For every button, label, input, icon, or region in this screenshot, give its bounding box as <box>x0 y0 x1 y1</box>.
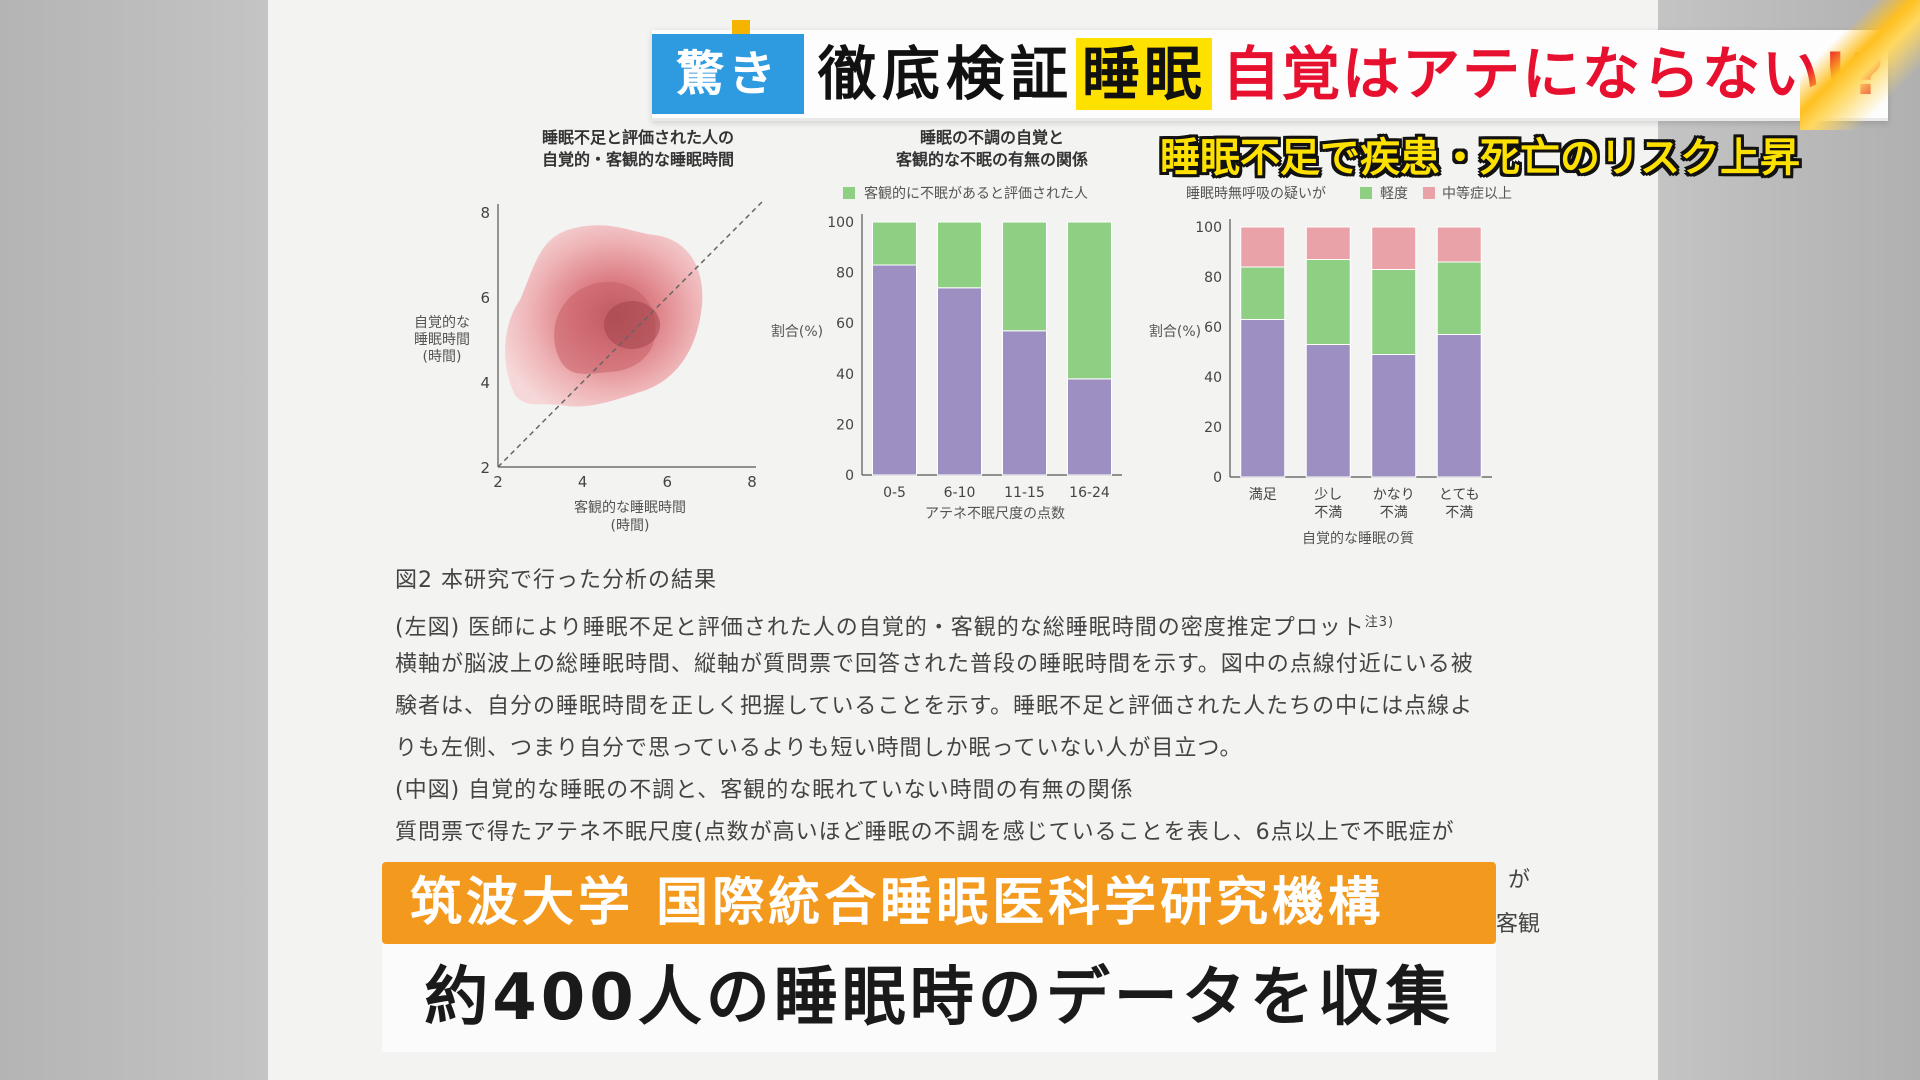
category-label: 満足 <box>1249 487 1277 503</box>
legend-label: 中等症以上 <box>1442 185 1512 202</box>
y-tick-label: 60 <box>1204 320 1222 336</box>
x-tick-label: 6 <box>663 473 673 491</box>
legend-swatch <box>1423 187 1435 199</box>
category-label: とても <box>1439 487 1480 503</box>
bar-segment <box>937 287 982 476</box>
category-label: 不満 <box>1380 505 1408 521</box>
body-fragment: 客観 <box>1496 912 1541 937</box>
y-axis-label: (時間) <box>423 349 462 365</box>
chart-title: 自覚的・客観的な睡眠時間 <box>542 150 734 169</box>
subheadline: 睡眠不足で疾患・死亡のリスク上昇 <box>1160 135 1800 181</box>
body-line: (左図) 医師により睡眠不足と評価された人の自覚的・客観的な総睡眠時間の密度推定… <box>395 602 1545 644</box>
y-tick-label: 60 <box>836 316 854 332</box>
legend-label: 客観的に不眠があると評価された人 <box>864 185 1088 202</box>
x-axis-label: 客観的な睡眠時間 <box>574 499 686 516</box>
bar-segment <box>1240 226 1286 268</box>
legend-swatch <box>1360 187 1372 199</box>
x-axis-label: (時間) <box>611 518 650 534</box>
bar-segment <box>1240 319 1286 478</box>
bar-segment <box>1067 378 1112 476</box>
bar-segment <box>1305 344 1351 478</box>
bar-segment <box>872 221 917 266</box>
density-plot: 睡眠不足と評価された人の自覚的・客観的な睡眠時間 2 4 6 8 2 4 6 8 客観的な睡眠時間… <box>414 128 766 534</box>
institution-caption: 筑波大学 国際統合睡眠医科学研究機構 <box>382 862 1496 944</box>
footnote-mark: 注3) <box>1364 615 1395 630</box>
title-banner <box>652 30 1888 121</box>
background-right <box>1658 0 1920 1080</box>
y-tick-label: 2 <box>480 459 490 477</box>
x-axis-label: アテネ不眠尺度の点数 <box>925 506 1065 522</box>
y-tick-label: 40 <box>836 367 854 383</box>
surprise-badge: 驚き <box>652 34 804 114</box>
category-label: 11-15 <box>1004 485 1045 501</box>
body-fragment: が <box>1508 868 1531 893</box>
y-axis-label: 自覚的な <box>414 315 470 331</box>
legend-swatch <box>843 187 855 199</box>
x-tick-label: 2 <box>493 473 503 491</box>
y-tick-label: 0 <box>845 468 854 484</box>
bar-segment <box>1002 330 1047 476</box>
bar-segment <box>1371 226 1417 270</box>
x-axis-label: 自覚的な睡眠の質 <box>1302 531 1414 547</box>
y-tick-label: 100 <box>1195 220 1222 236</box>
y-axis-label: 睡眠時間 <box>414 332 470 348</box>
decorative-burst <box>1800 0 1920 130</box>
figure-2-panels: 睡眠不足と評価された人の自覚的・客観的な睡眠時間 2 4 6 8 2 4 6 8 客観的な睡眠時間… <box>414 128 1512 547</box>
bar-segment <box>1436 334 1482 478</box>
body-line: (中図) 自覚的な睡眠の不調と、客観的な眠れていない時間の有無の関係 <box>395 778 1134 803</box>
body-line: 質問票で得たアテネ不眠尺度(点数が高いほど睡眠の不調を感じていることを表し、6点… <box>395 820 1455 845</box>
body-line: 横軸が脳波上の総睡眠時間、縦軸が質問票で回答された普段の睡眠時間を示す。図中の点… <box>395 652 1474 677</box>
y-tick-label: 40 <box>1204 370 1222 386</box>
category-label: かなり <box>1373 487 1415 503</box>
y-tick-label: 0 <box>1213 470 1222 486</box>
document-body: 図2 本研究で行った分析の結果 (左図) 医師により睡眠不足と評価された人の自覚… <box>395 560 1545 854</box>
bar-segment <box>1436 226 1482 263</box>
bar-segment <box>1371 269 1417 355</box>
legend-label: 軽度 <box>1380 186 1408 202</box>
category-label: 不満 <box>1314 505 1342 521</box>
bar-segment <box>1305 226 1351 260</box>
category-label: 不満 <box>1445 505 1473 521</box>
bar-segment <box>1305 259 1351 345</box>
body-line: 験者は、自分の睡眠時間を正しく把握していることを示す。睡眠不足と評価された人たち… <box>395 694 1474 719</box>
data-caption: 約400人の睡眠時のデータを収集 <box>382 944 1496 1052</box>
y-tick-label: 8 <box>480 204 490 222</box>
y-tick-label: 4 <box>480 374 490 392</box>
title-red: 自覚はアテにならない!? <box>1222 40 1887 108</box>
x-tick-label: 4 <box>578 473 588 491</box>
bar-segment <box>1067 221 1112 380</box>
category-label: 0-5 <box>883 485 906 501</box>
title-highlight: 睡眠 <box>1076 38 1213 110</box>
legend-prefix: 睡眠時無呼吸の疑いが <box>1186 186 1326 202</box>
y-axis-label: 割合(%) <box>771 323 823 340</box>
category-label: 6-10 <box>944 485 976 501</box>
density-peak <box>604 301 660 349</box>
x-tick-label: 8 <box>747 473 757 491</box>
y-tick-label: 80 <box>836 266 854 282</box>
chart-title: 客観的な不眠の有無の関係 <box>896 150 1088 169</box>
background-left <box>0 0 268 1080</box>
y-tick-label: 6 <box>480 289 490 307</box>
y-tick-label: 20 <box>1204 420 1222 436</box>
y-tick-label: 80 <box>1204 270 1222 286</box>
category-label: 16-24 <box>1069 485 1110 501</box>
y-tick-label: 20 <box>836 417 854 433</box>
y-axis-label: 割合(%) <box>1149 323 1201 340</box>
bar-segment <box>1371 354 1417 478</box>
category-label: 少し <box>1314 487 1342 503</box>
title-prefix: 徹底検証 <box>818 40 1075 108</box>
body-line-text: (左図) 医師により睡眠不足と評価された人の自覚的・客観的な総睡眠時間の密度推定… <box>395 615 1365 641</box>
chart-title: 睡眠不足と評価された人の <box>542 128 734 147</box>
bar-segment <box>1436 261 1482 335</box>
bar-segment <box>1002 221 1047 332</box>
bar-segment <box>937 221 982 289</box>
chart-title: 睡眠の不調の自覚と <box>920 128 1064 147</box>
bar-segment <box>872 264 917 476</box>
body-line: りも左側、つまり自分で思っているよりも短い時間しか眠っていない人が目立つ。 <box>395 736 1243 761</box>
y-tick-label: 100 <box>827 215 854 231</box>
figure-caption: 図2 本研究で行った分析の結果 <box>395 568 717 593</box>
bar-segment <box>1240 266 1286 320</box>
